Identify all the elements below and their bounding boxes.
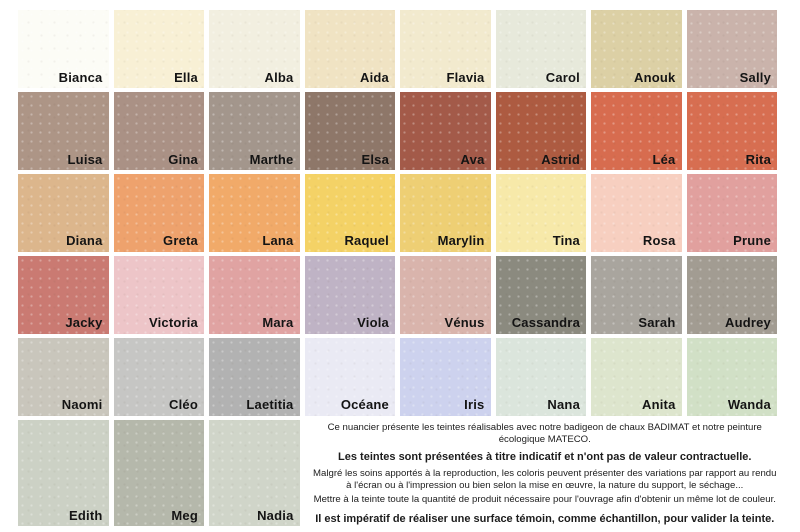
swatch-cassandra: Cassandra: [495, 255, 586, 334]
swatch-sarah: Sarah: [591, 255, 682, 334]
swatch-name-label: Elsa: [361, 151, 389, 167]
swatch-name-label: Ava: [460, 151, 485, 167]
swatch-name-label: Meg: [171, 507, 198, 523]
swatch-marthe: Marthe: [209, 91, 300, 170]
swatch-name-label: Astrid: [541, 151, 580, 167]
swatch-name-label: Rita: [745, 151, 771, 167]
swatch-name-label: Greta: [163, 233, 198, 249]
disclaimer-block: Ce nuancier présente les teintes réalisa…: [305, 420, 778, 526]
swatch-name-label: Cassandra: [511, 315, 580, 331]
swatch-name-label: Naomi: [61, 397, 103, 413]
swatch-name-label: Anouk: [634, 69, 676, 85]
swatch-name-label: Iris: [464, 397, 485, 413]
swatch-audrey: Audrey: [686, 255, 777, 334]
swatch-luisa: Luisa: [18, 91, 109, 170]
swatch-name-label: Cléo: [169, 397, 198, 413]
swatch-name-label: Wanda: [727, 397, 771, 413]
swatch-rosa: Rosa: [591, 173, 682, 252]
swatch-gina: Gina: [113, 91, 204, 170]
swatch-ella: Ella: [113, 10, 204, 88]
swatch-name-label: Luisa: [67, 151, 103, 167]
swatch-wanda: Wanda: [686, 337, 777, 416]
swatch-name-label: Océane: [340, 397, 389, 413]
swatch-name-label: Prune: [733, 233, 771, 249]
swatch-name-label: Raquel: [344, 233, 389, 249]
swatch-alba: Alba: [209, 10, 300, 88]
swatch-prune: Prune: [686, 173, 777, 252]
swatch-anouk: Anouk: [591, 10, 682, 88]
swatch-marylin: Marylin: [400, 173, 491, 252]
swatch-name-label: Aida: [360, 69, 389, 85]
swatch-name-label: Victoria: [148, 315, 198, 331]
swatch-aida: Aida: [304, 10, 395, 88]
swatch-name-label: Viola: [357, 315, 389, 331]
swatch-victoria: Victoria: [113, 255, 204, 334]
swatch-name-label: Marthe: [249, 151, 294, 167]
swatch-léa: Léa: [591, 91, 682, 170]
swatch-ava: Ava: [400, 91, 491, 170]
swatch-name-label: Gina: [168, 151, 198, 167]
swatch-anita: Anita: [591, 337, 682, 416]
swatch-nadia: Nadia: [209, 419, 300, 526]
swatch-océane: Océane: [304, 337, 395, 416]
disclaimer-line-4: Mettre à la teinte toute la quantité de …: [313, 493, 776, 505]
swatch-elsa: Elsa: [304, 91, 395, 170]
swatch-naomi: Naomi: [18, 337, 109, 416]
disclaimer-line-1: Ce nuancier présente les teintes réalisa…: [327, 421, 762, 445]
swatch-name-label: Lana: [262, 233, 294, 249]
swatch-greta: Greta: [113, 173, 204, 252]
disclaimer-line-5: Il est impératif de réaliser une surface…: [315, 512, 775, 525]
swatch-lana: Lana: [209, 173, 300, 252]
swatch-name-label: Anita: [642, 397, 676, 413]
swatch-name-label: Ella: [174, 69, 198, 85]
disclaimer-line-2: Les teintes sont présentées à titre indi…: [338, 451, 752, 464]
swatch-name-label: Tina: [552, 233, 580, 249]
swatch-name-label: Léa: [652, 151, 676, 167]
swatch-carol: Carol: [495, 10, 586, 88]
swatch-name-label: Audrey: [725, 315, 771, 331]
swatch-name-label: Sarah: [638, 315, 676, 331]
swatch-name-label: Bianca: [58, 69, 103, 85]
swatch-rita: Rita: [686, 91, 777, 170]
swatch-meg: Meg: [113, 419, 204, 526]
swatch-name-label: Mara: [262, 315, 294, 331]
swatch-name-label: Vénus: [444, 315, 485, 331]
swatch-name-label: Carol: [545, 69, 580, 85]
swatch-astrid: Astrid: [495, 91, 586, 170]
swatch-viola: Viola: [304, 255, 395, 334]
swatch-cléo: Cléo: [113, 337, 204, 416]
swatch-nana: Nana: [495, 337, 586, 416]
swatch-bianca: Bianca: [18, 10, 109, 88]
swatch-vénus: Vénus: [400, 255, 491, 334]
swatch-name-label: Nana: [547, 397, 580, 413]
swatch-raquel: Raquel: [304, 173, 395, 252]
swatch-flavia: Flavia: [400, 10, 491, 88]
swatch-name-label: Flavia: [446, 69, 485, 85]
disclaimer-line-3: Malgré les soins apportés à la reproduct…: [313, 468, 777, 492]
swatch-name-label: Sally: [739, 69, 771, 85]
swatch-sally: Sally: [686, 10, 777, 88]
swatch-name-label: Edith: [69, 507, 103, 523]
swatch-name-label: Diana: [66, 233, 103, 249]
swatch-name-label: Marylin: [437, 233, 485, 249]
swatch-edith: Edith: [18, 419, 109, 526]
swatch-name-label: Nadia: [257, 507, 294, 523]
swatch-diana: Diana: [18, 173, 109, 252]
swatch-mara: Mara: [209, 255, 300, 334]
swatch-iris: Iris: [400, 337, 491, 416]
swatch-name-label: Rosa: [642, 233, 676, 249]
swatch-name-label: Laetitia: [246, 397, 294, 413]
swatch-tina: Tina: [495, 173, 586, 252]
swatch-name-label: Jacky: [65, 315, 103, 331]
swatch-jacky: Jacky: [18, 255, 109, 334]
swatch-laetitia: Laetitia: [209, 337, 300, 416]
swatch-name-label: Alba: [264, 69, 294, 85]
